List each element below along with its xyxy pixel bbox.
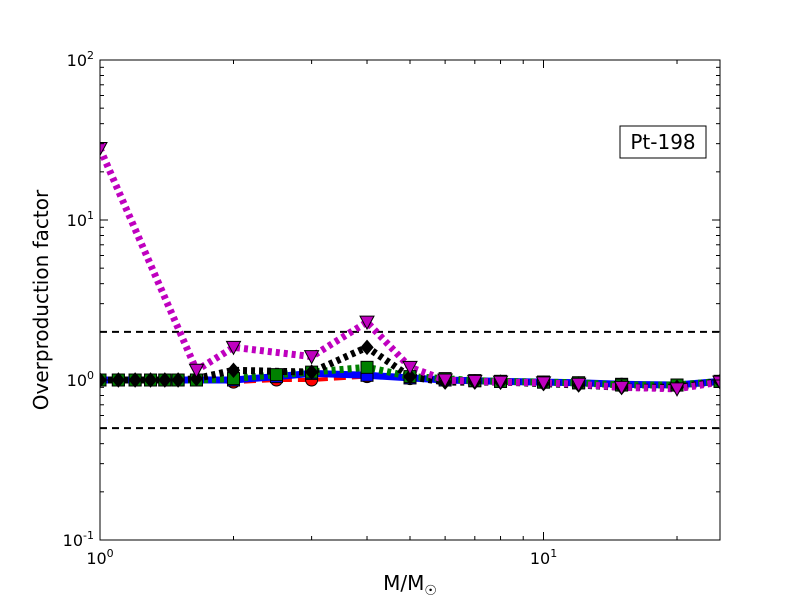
series-line-4: [100, 147, 720, 393]
data-point-series-4: [613, 380, 630, 396]
y-tick-label: 101: [67, 209, 94, 230]
data-point-series-2: [269, 368, 283, 382]
data-point-series-4: [359, 315, 375, 331]
annotation-label: Pt-198: [630, 130, 695, 154]
data-point-series-4: [437, 373, 453, 389]
x-tick-label: 101: [530, 547, 557, 568]
data-point-series-3: [111, 372, 126, 388]
data-point-series-3: [226, 362, 241, 379]
data-point-series-4: [492, 375, 509, 391]
x-axis-label: M/M☉: [383, 571, 437, 599]
x-axis-label-main: M/M: [383, 571, 424, 595]
data-point-series-4: [712, 375, 720, 391]
y-tick-label: 102: [67, 49, 94, 70]
data-point-series-3: [304, 364, 319, 380]
data-point-series-4: [535, 376, 552, 391]
reference-lines: [100, 330, 720, 430]
data-point-series-3: [128, 372, 142, 388]
data-point-series-4: [402, 360, 418, 376]
data-point-series-4: [100, 141, 108, 157]
data-point-series-4: [303, 350, 320, 365]
x-axis-label-sub: ☉: [424, 583, 437, 599]
data-point-series-3: [171, 372, 185, 388]
data-point-series-2: [360, 360, 374, 374]
data-point-series-4: [466, 374, 483, 390]
data-point-series-4: [570, 377, 587, 393]
data-point-series-4: [669, 382, 685, 397]
series-markers: [100, 141, 720, 397]
data-point-series-3: [403, 368, 417, 385]
data-point-series-3: [143, 372, 158, 388]
y-tick-label: 100: [67, 369, 94, 390]
x-tick-label: 100: [86, 547, 113, 568]
data-point-series-3: [360, 339, 374, 356]
annotation-box: Pt-198: [619, 125, 707, 159]
data-point-series-3: [158, 372, 172, 388]
annotation-frame: [619, 125, 707, 159]
y-axis-label: Overproduction factor: [29, 189, 53, 410]
axis-ticks: [99, 59, 720, 541]
data-point-series-4: [188, 363, 205, 379]
data-point-series-4: [225, 340, 242, 356]
y-tick-label: 10-1: [63, 529, 94, 550]
data-point-series-3: [189, 370, 204, 387]
